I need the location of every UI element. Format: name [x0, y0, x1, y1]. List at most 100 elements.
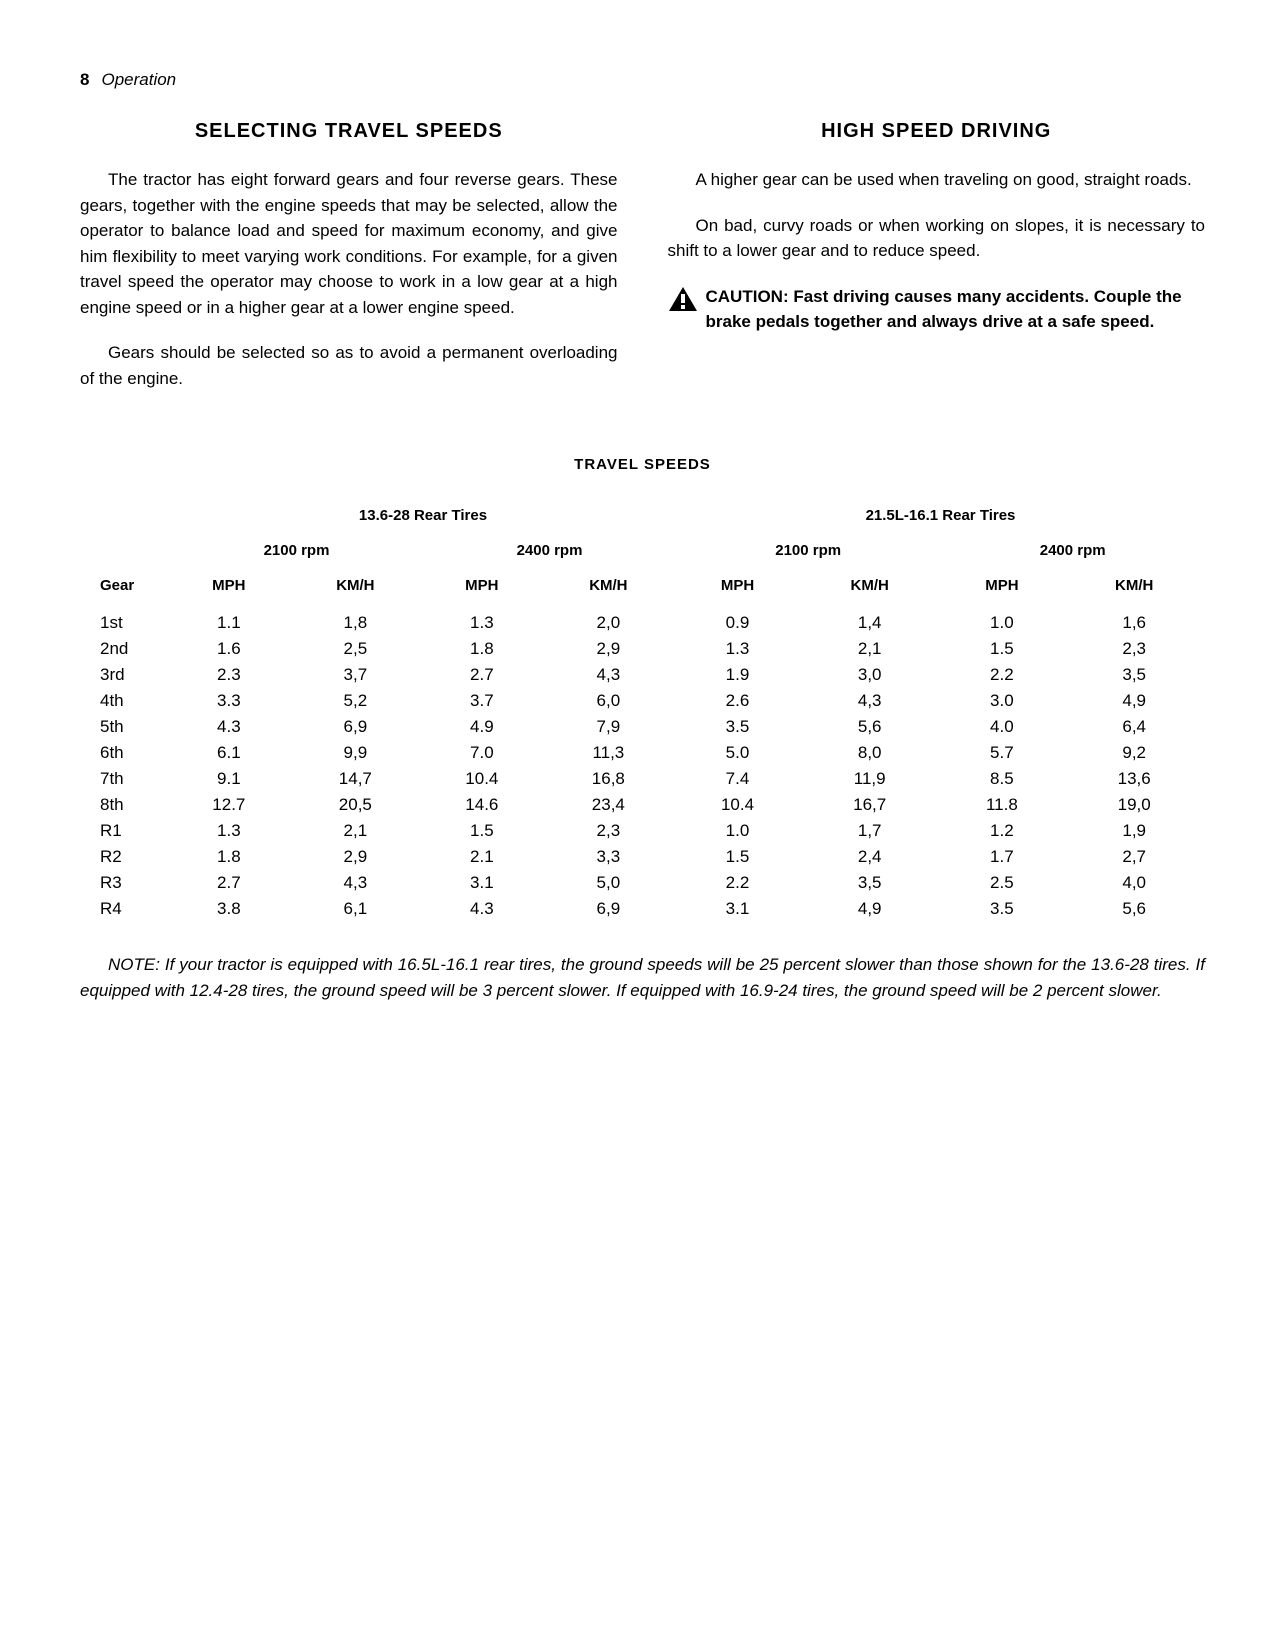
value-cell: 1,7 — [799, 818, 940, 844]
value-cell: 13,6 — [1063, 766, 1205, 792]
left-para-2: Gears should be selected so as to avoid … — [80, 340, 618, 391]
footnote: NOTE: If your tractor is equipped with 1… — [80, 952, 1205, 1003]
value-cell: 1,6 — [1063, 610, 1205, 636]
value-cell: 3,5 — [799, 870, 940, 896]
gear-cell: 5th — [80, 714, 170, 740]
table-row: 8th12.720,514.623,410.416,711.819,0 — [80, 792, 1205, 818]
kmh-h: KM/H — [799, 573, 940, 610]
value-cell: 4,9 — [799, 896, 940, 922]
gear-cell: 2nd — [80, 636, 170, 662]
warning-icon — [668, 286, 698, 317]
value-cell: 2.6 — [676, 688, 799, 714]
value-cell: 0.9 — [676, 610, 799, 636]
value-cell: 11,3 — [541, 740, 676, 766]
value-cell: 5,6 — [1063, 896, 1205, 922]
table-row: 5th4.36,94.97,93.55,64.06,4 — [80, 714, 1205, 740]
tire-b-header: 21.5L-16.1 Rear Tires — [676, 503, 1205, 538]
value-cell: 2,4 — [799, 844, 940, 870]
value-cell: 4,3 — [288, 870, 423, 896]
gear-cell: R3 — [80, 870, 170, 896]
value-cell: 2.2 — [676, 870, 799, 896]
table-row: 2nd1.62,51.82,91.32,11.52,3 — [80, 636, 1205, 662]
value-cell: 1,4 — [799, 610, 940, 636]
table-row: 7th9.114,710.416,87.411,98.513,6 — [80, 766, 1205, 792]
value-cell: 2,1 — [799, 636, 940, 662]
kmh-h: KM/H — [288, 573, 423, 610]
value-cell: 2,9 — [541, 636, 676, 662]
left-column: SELECTING TRAVEL SPEEDS The tractor has … — [80, 120, 618, 411]
rpm-a1: 2100 rpm — [170, 538, 423, 573]
value-cell: 1.0 — [940, 610, 1063, 636]
value-cell: 1.9 — [676, 662, 799, 688]
gear-cell: 1st — [80, 610, 170, 636]
value-cell: 6,1 — [288, 896, 423, 922]
table-row: R43.86,14.36,93.14,93.55,6 — [80, 896, 1205, 922]
value-cell: 1.5 — [676, 844, 799, 870]
gear-cell: 6th — [80, 740, 170, 766]
value-cell: 2,3 — [1063, 636, 1205, 662]
page-header: 8Operation — [80, 70, 1205, 90]
right-heading: HIGH SPEED DRIVING — [668, 120, 1206, 143]
mph-h: MPH — [423, 573, 541, 610]
value-cell: 3.1 — [676, 896, 799, 922]
value-cell: 5.0 — [676, 740, 799, 766]
value-cell: 23,4 — [541, 792, 676, 818]
gear-cell: R4 — [80, 896, 170, 922]
value-cell: 6,4 — [1063, 714, 1205, 740]
value-cell: 8.5 — [940, 766, 1063, 792]
value-cell: 9.1 — [170, 766, 288, 792]
value-cell: 4.3 — [423, 896, 541, 922]
travel-speeds-table: 13.6-28 Rear Tires 21.5L-16.1 Rear Tires… — [80, 503, 1205, 922]
value-cell: 19,0 — [1063, 792, 1205, 818]
right-para-2: On bad, curvy roads or when working on s… — [668, 213, 1206, 264]
right-column: HIGH SPEED DRIVING A higher gear can be … — [668, 120, 1206, 411]
value-cell: 4.0 — [940, 714, 1063, 740]
value-cell: 6,9 — [541, 896, 676, 922]
value-cell: 12.7 — [170, 792, 288, 818]
value-cell: 10.4 — [676, 792, 799, 818]
value-cell: 2.3 — [170, 662, 288, 688]
value-cell: 9,9 — [288, 740, 423, 766]
left-para-1: The tractor has eight forward gears and … — [80, 167, 618, 320]
value-cell: 2,0 — [541, 610, 676, 636]
value-cell: 3.7 — [423, 688, 541, 714]
value-cell: 2.5 — [940, 870, 1063, 896]
table-row: R11.32,11.52,31.01,71.21,9 — [80, 818, 1205, 844]
value-cell: 2.2 — [940, 662, 1063, 688]
value-cell: 2.1 — [423, 844, 541, 870]
value-cell: 1.0 — [676, 818, 799, 844]
value-cell: 1.3 — [423, 610, 541, 636]
value-cell: 6,0 — [541, 688, 676, 714]
value-cell: 4,9 — [1063, 688, 1205, 714]
value-cell: 16,7 — [799, 792, 940, 818]
table-row: 4th3.35,23.76,02.64,33.04,9 — [80, 688, 1205, 714]
table-row: 6th6.19,97.011,35.08,05.79,2 — [80, 740, 1205, 766]
value-cell: 7,9 — [541, 714, 676, 740]
kmh-h: KM/H — [1063, 573, 1205, 610]
value-cell: 1.8 — [170, 844, 288, 870]
value-cell: 1.1 — [170, 610, 288, 636]
table-row: R32.74,33.15,02.23,52.54,0 — [80, 870, 1205, 896]
value-cell: 1.5 — [423, 818, 541, 844]
value-cell: 14,7 — [288, 766, 423, 792]
value-cell: 11,9 — [799, 766, 940, 792]
value-cell: 3,7 — [288, 662, 423, 688]
value-cell: 8,0 — [799, 740, 940, 766]
value-cell: 1.6 — [170, 636, 288, 662]
value-cell: 1.3 — [676, 636, 799, 662]
tire-a-header: 13.6-28 Rear Tires — [170, 503, 676, 538]
value-cell: 6,9 — [288, 714, 423, 740]
value-cell: 3,3 — [541, 844, 676, 870]
value-cell: 3.5 — [940, 896, 1063, 922]
gear-cell: R2 — [80, 844, 170, 870]
gear-cell: R1 — [80, 818, 170, 844]
value-cell: 1.3 — [170, 818, 288, 844]
value-cell: 2,1 — [288, 818, 423, 844]
value-cell: 11.8 — [940, 792, 1063, 818]
two-column-layout: SELECTING TRAVEL SPEEDS The tractor has … — [80, 120, 1205, 411]
value-cell: 1.5 — [940, 636, 1063, 662]
value-cell: 5,0 — [541, 870, 676, 896]
value-cell: 4.3 — [170, 714, 288, 740]
table-body: 1st1.11,81.32,00.91,41.01,62nd1.62,51.82… — [80, 610, 1205, 922]
value-cell: 6.1 — [170, 740, 288, 766]
